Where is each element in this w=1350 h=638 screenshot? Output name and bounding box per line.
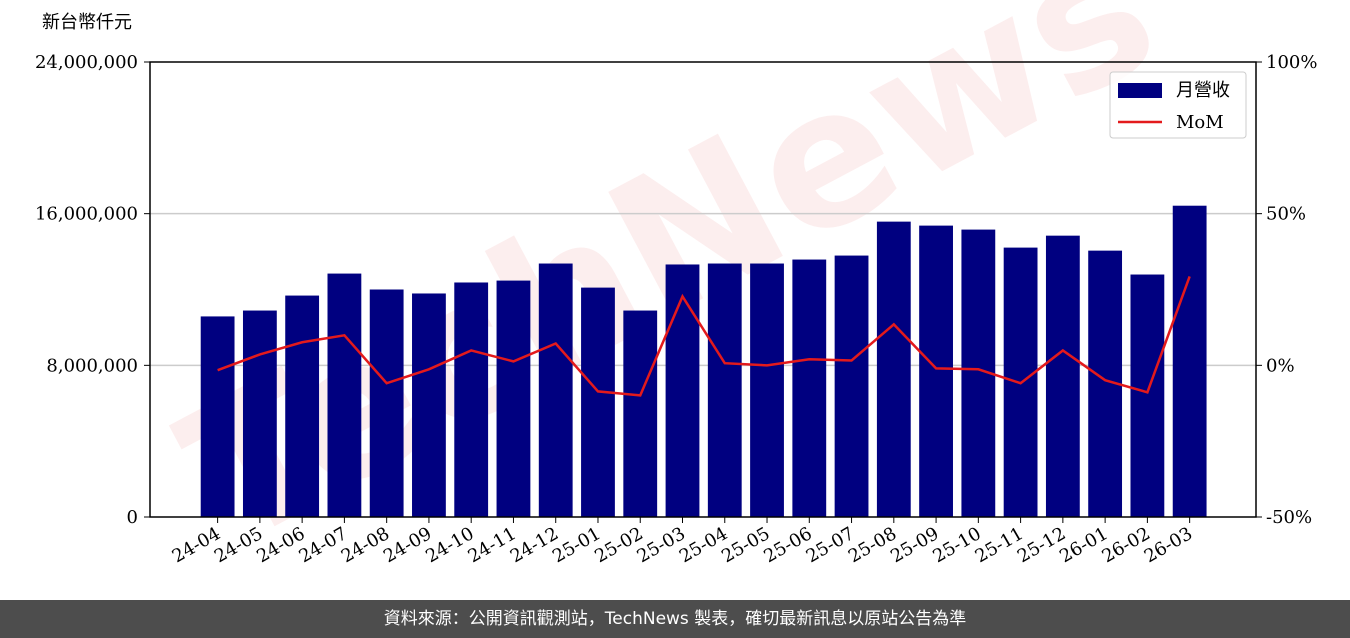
bar	[1172, 205, 1207, 517]
bar	[876, 221, 911, 518]
y-tick-label: 24,000,000	[35, 52, 138, 73]
y-tick-label: 0	[127, 507, 138, 528]
bar	[412, 293, 446, 517]
plot-frame	[149, 61, 1257, 518]
y-axis-label: 新台幣仟元	[42, 12, 132, 33]
bar	[834, 255, 869, 518]
bar	[665, 264, 700, 517]
bar	[327, 273, 362, 517]
bar	[1045, 235, 1080, 518]
bar	[623, 310, 658, 517]
bar	[454, 282, 489, 517]
bar	[369, 289, 404, 517]
bar	[242, 310, 277, 517]
bar	[581, 287, 615, 517]
bar	[750, 263, 784, 517]
legend-swatch	[1118, 83, 1162, 98]
bar	[1130, 274, 1165, 517]
line	[217, 276, 1191, 397]
legend-label: 月營收	[1176, 80, 1230, 101]
bar	[200, 316, 235, 517]
bar	[707, 263, 742, 517]
bar	[538, 263, 573, 517]
y-tick-label: 16,000,000	[35, 204, 138, 225]
x-tick-label: 26-03	[1141, 523, 1196, 567]
bar	[792, 259, 827, 517]
bar	[919, 225, 953, 517]
y2-tick-label: 50%	[1266, 204, 1306, 225]
y2-tick-label: 100%	[1266, 52, 1317, 73]
chart: 新台幣仟元 TechNews 08,000,00016,000,00024,00…	[35, 0, 1318, 588]
bar	[496, 280, 531, 517]
footer: 資料來源：公開資訊觀測站，TechNews 製表，確切最新訊息以原站公告為準	[0, 600, 1350, 638]
legend-label: MoM	[1176, 112, 1224, 133]
y-tick-label: 8,000,000	[46, 355, 138, 376]
bar	[285, 295, 320, 517]
y2-tick-label: 0%	[1266, 355, 1295, 376]
y2-tick-label: -50%	[1266, 507, 1312, 528]
